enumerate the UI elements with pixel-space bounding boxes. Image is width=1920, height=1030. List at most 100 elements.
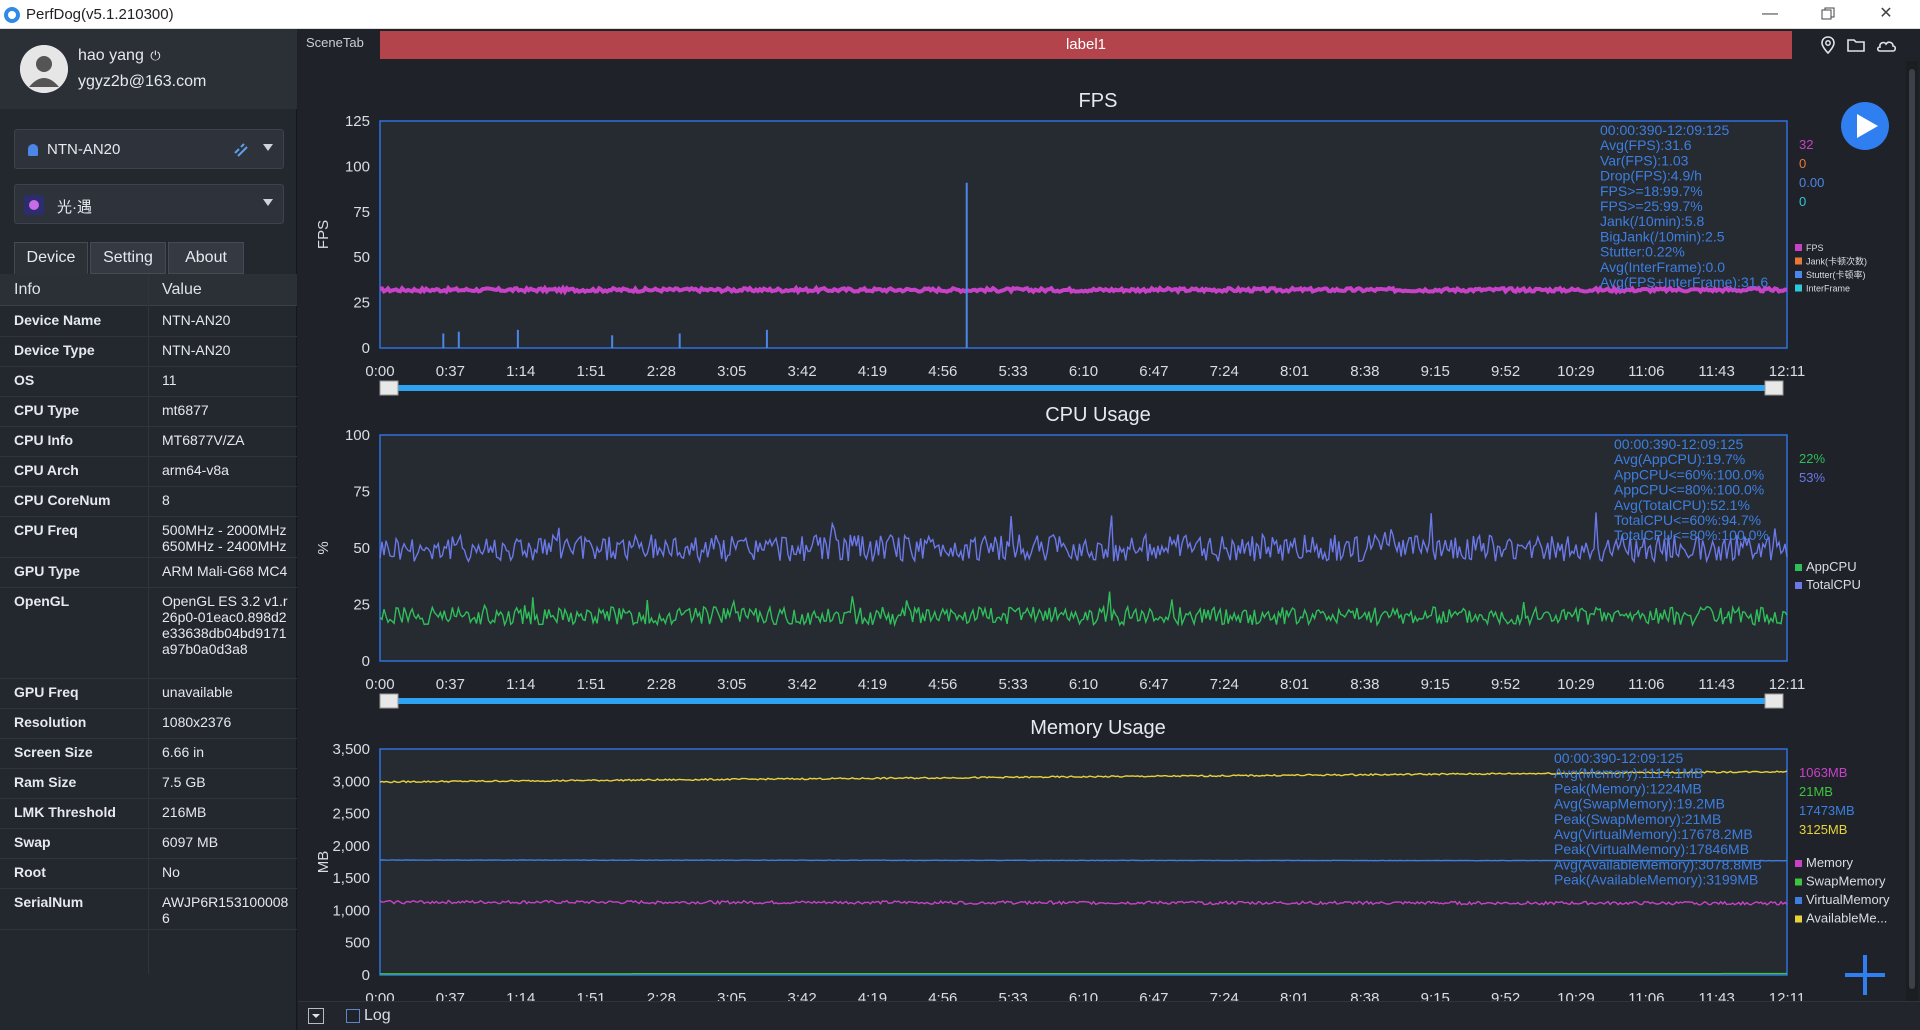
x-tick-label: 1:14 — [506, 990, 535, 1001]
minimize-icon[interactable]: — — [1762, 5, 1778, 22]
x-tick-label: 2:28 — [647, 990, 676, 1001]
avatar[interactable] — [20, 45, 68, 93]
restore-icon[interactable] — [1816, 3, 1840, 25]
chart-title: Memory Usage — [1030, 717, 1166, 739]
stats-line: Drop(FPS):4.9/h — [1600, 168, 1702, 184]
info-value: AWJP6R1531000086 — [162, 894, 289, 926]
info-key: CPU Freq — [14, 522, 78, 538]
x-tick-label: 3:42 — [787, 990, 816, 1001]
x-tick-label: 1:14 — [506, 676, 535, 693]
stats-line: FPS>=18:99.7% — [1600, 183, 1703, 199]
legend-label: AppCPU — [1806, 559, 1857, 574]
user-avatar-icon — [20, 45, 68, 93]
perfdog-logo-icon — [4, 7, 20, 23]
y-tick-label: 0 — [362, 967, 370, 984]
stats-line: Var(FPS):1.03 — [1600, 152, 1689, 168]
info-row: CPU Freq 500MHz - 2000MHz 650MHz - 2400MH… — [0, 517, 297, 558]
x-tick-label: 6:47 — [1139, 990, 1168, 1001]
info-key: Ram Size — [14, 774, 77, 790]
legend-label: Jank(卡顿次数) — [1806, 256, 1867, 267]
slider-handle[interactable] — [379, 380, 399, 396]
scene-label-bar[interactable]: label1 — [380, 31, 1792, 59]
app-select[interactable]: 光·遇 — [14, 184, 284, 224]
scene-tab-label[interactable]: SceneTab — [306, 35, 364, 50]
info-row: Device Type NTN-AN20 — [0, 337, 297, 367]
bottom-bar: Log — [298, 1001, 1920, 1030]
folder-icon[interactable] — [1846, 35, 1866, 55]
info-value: 6097 MB — [162, 834, 219, 850]
info-value: mt6877 — [162, 402, 209, 418]
info-key: Root — [14, 864, 46, 880]
x-tick-label: 2:28 — [647, 363, 676, 380]
info-row: Resolution 1080x2376 — [0, 709, 297, 739]
y-tick-label: 2,000 — [332, 838, 370, 855]
scrollbar-thumb[interactable] — [1909, 69, 1915, 989]
power-icon[interactable]: ⏻ — [150, 48, 161, 63]
info-key: LMK Threshold — [14, 804, 116, 820]
y-tick-label: 1,500 — [332, 870, 370, 887]
info-value: 1080x2376 — [162, 714, 232, 730]
y-tick-label: 25 — [353, 597, 370, 614]
series-appcpu-line — [379, 591, 1788, 628]
legend-label: VirtualMemory — [1806, 892, 1890, 907]
info-key: CPU Info — [14, 432, 74, 448]
vertical-scrollbar[interactable] — [1906, 61, 1918, 1001]
device-select[interactable]: NTN-AN20 — [14, 129, 284, 169]
time-range-slider — [386, 698, 1781, 704]
info-row: LMK Threshold 216MB — [0, 799, 297, 829]
y-tick-label: 0 — [362, 653, 370, 670]
x-tick-label: 10:29 — [1557, 676, 1595, 693]
info-column-header: Info — [14, 281, 41, 298]
info-key: Resolution — [14, 714, 87, 730]
info-value: arm64-v8a — [162, 462, 229, 478]
x-tick-label: 3:05 — [717, 676, 746, 693]
add-chart-button[interactable] — [1845, 955, 1885, 995]
series-totalcpu-line — [379, 512, 1788, 564]
x-tick-label: 9:15 — [1421, 363, 1450, 380]
tab-setting[interactable]: Setting — [90, 242, 166, 274]
legend-label: FPS — [1806, 243, 1824, 253]
x-tick-label: 8:01 — [1280, 676, 1309, 693]
current-value: 0 — [1799, 156, 1806, 171]
legend-label: InterFrame — [1806, 284, 1850, 294]
y-tick-label: 50 — [353, 540, 370, 557]
info-key: Device Name — [14, 312, 102, 328]
current-value: 0.00 — [1799, 175, 1824, 190]
play-button[interactable] — [1841, 102, 1889, 150]
window-title: PerfDog(v5.1.210300) — [26, 6, 174, 23]
chart-1: CPU Usage 0 25 50 75 100% 0:00 0:37 1:14 1:51 2:28… — [315, 404, 1861, 709]
slider-handle[interactable] — [1764, 693, 1784, 709]
link-icon[interactable] — [232, 141, 250, 159]
chart-0: FPS 0 25 50 75 100 125 FPS 0:00 0:37 1:14 1:51 2:28 3… — [315, 90, 1867, 396]
info-row: Swap 6097 MB — [0, 829, 297, 859]
location-icon[interactable] — [1818, 35, 1838, 55]
chart-2: Memory Usage 0 500 1,000 1,500 2,000 2,500 3,00… — [315, 717, 1890, 1001]
chevron-down-icon — [263, 199, 273, 206]
tab-device[interactable]: Device — [14, 242, 88, 274]
info-row: SerialNum AWJP6R1531000086 — [0, 889, 297, 930]
current-value: 21MB — [1799, 784, 1833, 799]
slider-handle[interactable] — [379, 693, 399, 709]
x-tick-label: 9:15 — [1421, 990, 1450, 1001]
info-value: No — [162, 864, 180, 880]
x-tick-label: 4:19 — [858, 990, 887, 1001]
info-value: NTN-AN20 — [162, 342, 231, 358]
slider-handle[interactable] — [1764, 380, 1784, 396]
cloud-icon[interactable] — [1874, 35, 1898, 55]
x-tick-label: 2:28 — [647, 676, 676, 693]
x-tick-label: 7:24 — [1210, 363, 1239, 380]
stats-line: BigJank(/10min):2.5 — [1600, 228, 1725, 244]
info-row: CPU CoreNum 8 — [0, 487, 297, 517]
x-tick-label: 11:06 — [1628, 676, 1664, 693]
stats-line: Peak(VirtualMemory):17846MB — [1554, 841, 1749, 857]
info-value: 7.5 GB — [162, 774, 206, 790]
close-icon[interactable]: ✕ — [1879, 5, 1893, 22]
log-checkbox[interactable] — [346, 1009, 360, 1023]
legend-swatch — [1795, 244, 1802, 251]
x-tick-label: 1:14 — [506, 363, 535, 380]
tab-about[interactable]: About — [168, 242, 244, 274]
x-tick-label: 11:06 — [1628, 990, 1664, 1001]
series-memory-line — [379, 899, 1788, 906]
collapse-button[interactable] — [308, 1008, 324, 1024]
current-value: 32 — [1799, 137, 1813, 152]
